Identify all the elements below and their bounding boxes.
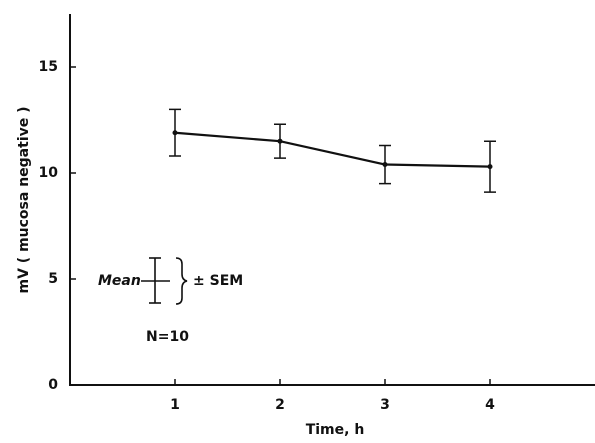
sample-size: N=10 [146,329,189,345]
x-axis-label: Time, h [306,422,365,438]
x-tick-label: 1 [170,397,180,413]
legend-icon [141,257,188,305]
x-tick-label: 2 [275,397,285,413]
data-point [382,162,388,168]
y-tick-label: 15 [39,59,58,75]
legend-mean: Mean [98,273,141,289]
y-tick-label: 5 [48,271,58,287]
legend-sem: ± SEM [193,273,243,289]
y-tick-label: 0 [48,377,58,393]
data-point [172,130,178,136]
data-point [487,164,493,170]
data-point [277,138,283,144]
y-tick-label: 10 [39,165,59,181]
x-tick-label: 3 [380,397,390,413]
x-tick-label: 4 [485,397,495,413]
data-line [174,131,491,168]
y-axis-label: mV ( mucosa negative ) [16,106,32,293]
